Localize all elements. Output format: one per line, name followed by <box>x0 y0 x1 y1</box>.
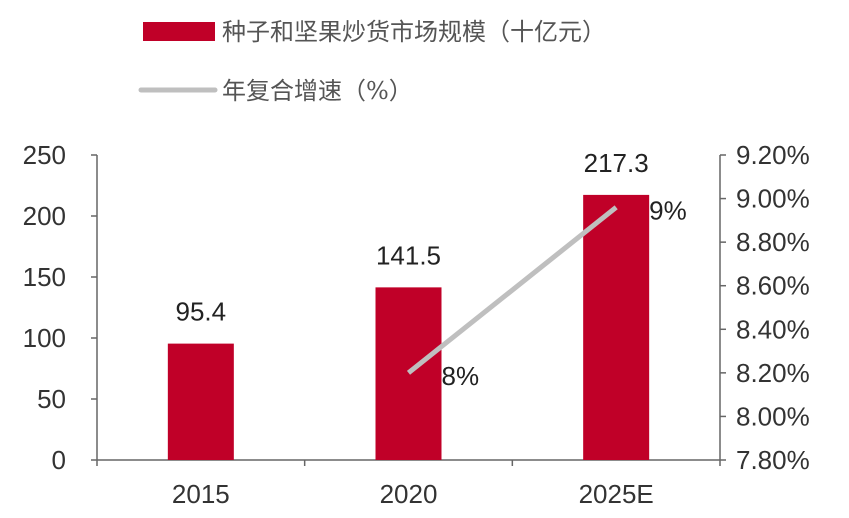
left-tick-label: 100 <box>23 323 66 353</box>
right-tick-label: 9.20% <box>736 140 810 170</box>
left-tick-label: 200 <box>23 201 66 231</box>
bar <box>375 287 442 460</box>
x-tick-label: 2025E <box>579 479 654 509</box>
left-tick-label: 0 <box>52 445 66 475</box>
right-tick-label: 8.80% <box>736 227 810 257</box>
right-tick-label: 8.20% <box>736 358 810 388</box>
cagr-line <box>406 205 618 375</box>
right-tick-label: 9.00% <box>736 184 810 214</box>
bar-data-label: 95.4 <box>176 297 227 327</box>
legend-bar-swatch <box>143 22 215 41</box>
left-tick-label: 150 <box>23 262 66 292</box>
line-data-label: 9% <box>649 195 687 225</box>
right-tick-label: 8.00% <box>736 401 810 431</box>
bar-data-label: 217.3 <box>584 148 649 178</box>
legend-line-label: 年复合增速（%） <box>222 77 413 105</box>
bar <box>167 343 234 460</box>
legend-bar-label: 种子和坚果炒货市场规模（十亿元） <box>222 18 606 46</box>
right-tick-label: 7.80% <box>736 445 810 475</box>
left-tick-label: 50 <box>37 384 66 414</box>
right-tick-label: 8.40% <box>736 314 810 344</box>
line-data-label: 8% <box>442 361 480 391</box>
x-tick-label: 2020 <box>380 479 438 509</box>
right-tick-label: 8.60% <box>736 271 810 301</box>
bar-data-label: 141.5 <box>376 240 441 270</box>
x-tick-label: 2015 <box>172 479 230 509</box>
left-tick-label: 250 <box>23 140 66 170</box>
bar <box>583 194 650 461</box>
